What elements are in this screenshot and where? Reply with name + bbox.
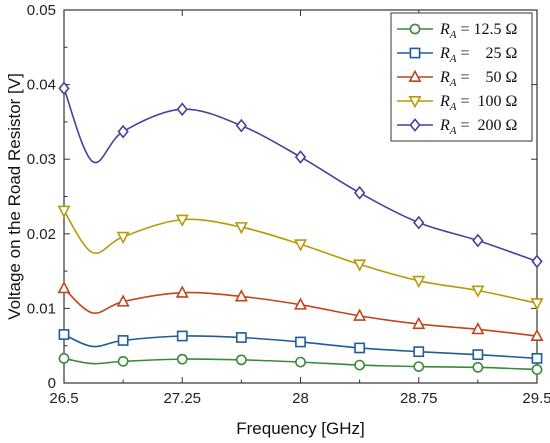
data-point [235, 354, 247, 366]
legend-label: RA = 12.5 Ω [439, 21, 518, 41]
x-tick-label: 29.5 [522, 390, 550, 407]
data-point [58, 329, 70, 340]
data-point [472, 233, 484, 248]
x-tick-label: 27.25 [163, 390, 201, 407]
y-tick-label: 0.05 [27, 2, 56, 19]
data-point [58, 81, 70, 96]
data-point [235, 332, 247, 343]
x-axis-title: Frequency [GHz] [236, 419, 365, 438]
data-point [472, 349, 484, 361]
legend-label: RA = 50 Ω [439, 69, 518, 89]
legend-label: RA = 200 Ω [439, 117, 518, 137]
legend-marker [408, 69, 422, 82]
data-point [117, 335, 129, 346]
series-line [63, 287, 538, 337]
data-point [176, 102, 188, 117]
legend-marker [408, 96, 422, 109]
series-line [63, 88, 538, 263]
y-tick-label: 0.04 [27, 77, 56, 94]
data-point [235, 118, 248, 133]
y-tick-label: 0.03 [27, 151, 56, 168]
data-point [471, 321, 485, 335]
legend-item: RA = 25 Ω [397, 45, 518, 65]
series-0 [58, 352, 543, 375]
legend-marker [409, 47, 421, 59]
y-tick-label: 0.02 [27, 226, 56, 243]
legend: RA = 12.5 Ω RA = 25 Ω RA = 50 Ω RA = 100 Ω R… [390, 12, 533, 142]
data-point [116, 294, 130, 307]
legend-label: RA = 25 Ω [439, 45, 518, 65]
data-point [531, 254, 543, 269]
series-4 [58, 81, 543, 269]
data-point [234, 222, 248, 235]
data-point [353, 259, 367, 272]
series-line [63, 333, 538, 360]
legend-item: RA = 200 Ω [397, 117, 518, 137]
plot-area: 26.5 27.25 28 28.75 29.5 0 0.01 0.02 0.03 0.04 0.0… [27, 2, 550, 407]
data-point [531, 364, 543, 375]
data-point [472, 361, 484, 373]
series-line [63, 357, 538, 371]
data-point [176, 353, 188, 365]
data-point [294, 150, 307, 164]
data-point [175, 285, 189, 298]
data-point [353, 308, 367, 321]
data-point [412, 275, 426, 289]
data-point [117, 355, 129, 367]
data-point [471, 285, 485, 298]
data-point [413, 346, 425, 358]
data-point [413, 361, 425, 372]
legend-item: RA = 12.5 Ω [397, 21, 518, 41]
legend-marker [409, 23, 421, 35]
data-point [116, 231, 130, 245]
y-tick-label: 0 [48, 375, 56, 392]
legend-item: RA = 100 Ω [397, 93, 518, 113]
legend-item: RA = 50 Ω [397, 69, 518, 89]
data-point [234, 289, 248, 302]
series-1 [58, 329, 543, 364]
series-3 [57, 205, 544, 311]
data-point [413, 215, 425, 230]
data-point [57, 280, 71, 294]
y-tick-label: 0.01 [27, 300, 56, 317]
data-point [295, 336, 306, 348]
data-point [531, 352, 543, 364]
data-point [293, 239, 308, 252]
legend-label: RA = 100 Ω [439, 93, 518, 113]
x-tick-label: 28.75 [400, 390, 438, 407]
data-point [176, 330, 188, 342]
x-tick-label: 26.5 [49, 390, 78, 407]
data-point [530, 298, 544, 311]
data-point [353, 185, 366, 200]
legend-marker [409, 118, 421, 132]
data-point [57, 205, 71, 218]
data-point [295, 356, 306, 368]
data-point [293, 297, 308, 310]
x-tick-label: 28 [292, 390, 309, 407]
data-point [354, 359, 366, 371]
data-point [530, 328, 544, 342]
data-point [117, 124, 129, 139]
series-2 [57, 280, 544, 342]
data-point [354, 342, 366, 354]
data-point [175, 214, 189, 227]
y-axis-title: Voltage on the Road Resistor [V] [5, 73, 24, 320]
data-point [58, 352, 70, 364]
series-line [63, 210, 538, 304]
data-point [412, 316, 426, 330]
